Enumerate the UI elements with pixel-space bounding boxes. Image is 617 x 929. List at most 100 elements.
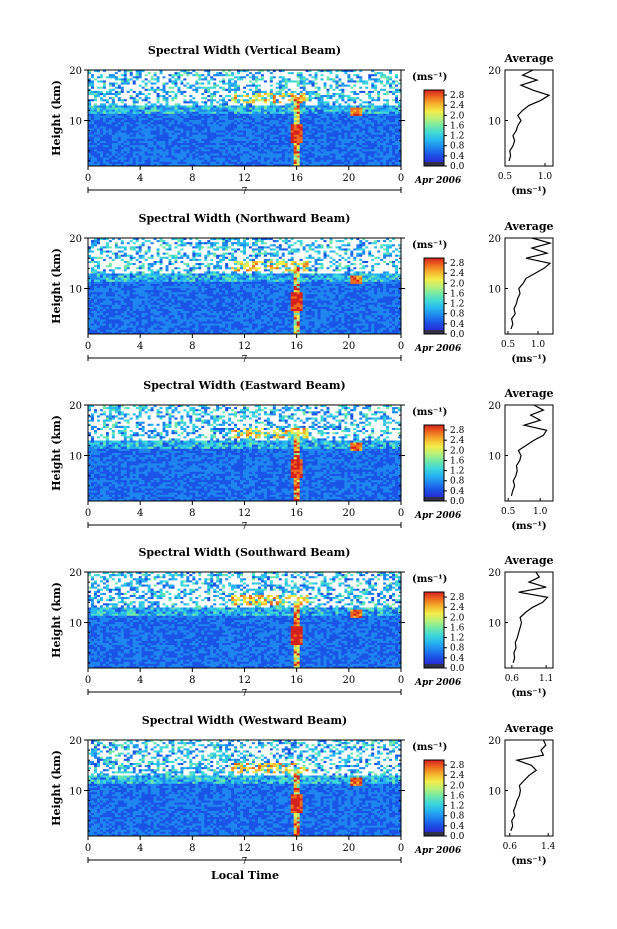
average-y-tick-label: 10: [488, 787, 501, 798]
colorbar-tick-label: 2.4: [450, 101, 465, 111]
average-title: Average: [503, 52, 553, 65]
colorbar: [424, 760, 444, 832]
colorbar-tick-label: 0.4: [450, 320, 465, 330]
x-tick-label: 8: [189, 341, 195, 352]
colorbar-tick-label: 0.8: [450, 142, 465, 152]
y-tick-label: 20: [69, 568, 82, 579]
average-y-tick-label: 20: [488, 234, 501, 245]
average-y-tick-label: 10: [488, 452, 501, 463]
colorbar-tick-label: 2.0: [450, 446, 465, 456]
colorbar-tick-label: 1.2: [450, 467, 464, 477]
x-tick-label: 12: [238, 508, 251, 519]
colorbar: [424, 425, 444, 497]
y-tick-label: 20: [69, 401, 82, 412]
x-tick-label: 12: [238, 843, 251, 854]
y-tick-label: 10: [69, 452, 82, 463]
colorbar-tick-label: 2.8: [450, 91, 465, 101]
panel-0: Spectral Width (Vertical Beam)1020Height…: [50, 44, 554, 197]
average-x-tick-label: 0.5: [498, 172, 513, 182]
x-tick-label: 0: [85, 508, 91, 519]
y-axis-label: Height (km): [50, 248, 63, 324]
colorbar-tick-label: 0.0: [450, 497, 465, 507]
average-x-tick-label: 0.5: [501, 507, 516, 517]
average-title: Average: [503, 554, 553, 567]
colorbar-tick-label: 0.8: [450, 812, 465, 822]
x-tick-label: 16: [290, 341, 303, 352]
colorbar-tick-label: 0.8: [450, 644, 465, 654]
x-tick-label: 4: [137, 843, 143, 854]
colorbar-units: (ms⁻¹): [412, 574, 447, 585]
date-label: Apr 2006: [414, 511, 462, 521]
heatmap-cells: [88, 405, 401, 501]
average-y-tick-label: 20: [488, 736, 501, 747]
heatmap-cells: [88, 238, 401, 334]
colorbar-tick-label: 1.2: [450, 132, 464, 142]
colorbar-tick-label: 1.6: [450, 289, 465, 299]
x-tick-label: 12: [238, 173, 251, 184]
average-title: Average: [503, 220, 553, 233]
panel-title: Spectral Width (Westward Beam): [142, 714, 347, 727]
x-tick-label: 8: [189, 675, 195, 686]
colorbar-tick-label: 0.0: [450, 330, 465, 340]
x-tick-label: 4: [137, 173, 143, 184]
heatmap-cells: [88, 70, 401, 166]
colorbar-tick-label: 2.0: [450, 279, 465, 289]
x-tick-label: 16: [290, 843, 303, 854]
colorbar-tick-label: 2.4: [450, 269, 465, 279]
average-x-label: (ms⁻¹): [511, 521, 546, 532]
x-tick-label: 0: [398, 508, 404, 519]
average-y-tick-label: 10: [488, 285, 501, 296]
day-label: 7: [242, 689, 248, 699]
average-x-label: (ms⁻¹): [511, 688, 546, 699]
x-tick-label: 20: [342, 173, 355, 184]
colorbar-tick-label: 1.6: [450, 791, 465, 801]
x-tick-label: 20: [342, 843, 355, 854]
x-tick-label: 20: [342, 341, 355, 352]
average-title: Average: [503, 387, 553, 400]
average-x-tick-label: 1.1: [539, 674, 553, 684]
colorbar-tick-label: 1.6: [450, 121, 465, 131]
day-label: 7: [242, 522, 248, 532]
colorbar-tick-label: 2.0: [450, 613, 465, 623]
average-x-label: (ms⁻¹): [511, 354, 546, 365]
x-tick-label: 12: [238, 341, 251, 352]
average-x-tick-label: 1.0: [538, 172, 553, 182]
panel-4: Spectral Width (Westward Beam)1020Height…: [50, 714, 556, 867]
date-label: Apr 2006: [414, 846, 462, 856]
colorbar-tick-label: 1.2: [450, 802, 464, 812]
heatmap-cells: [88, 572, 401, 668]
colorbar-tick-label: 2.4: [450, 771, 465, 781]
x-tick-label: 8: [189, 508, 195, 519]
colorbar-tick-label: 2.8: [450, 259, 465, 269]
panel-title: Spectral Width (Northward Beam): [139, 212, 351, 225]
x-tick-label: 0: [398, 173, 404, 184]
x-tick-label: 0: [85, 341, 91, 352]
colorbar-units: (ms⁻¹): [412, 240, 447, 251]
colorbar-tick-label: 1.2: [450, 300, 464, 310]
x-axis-label: Local Time: [211, 869, 279, 882]
panel-3: Spectral Width (Southward Beam)1020Heigh…: [50, 546, 554, 699]
y-axis-label: Height (km): [50, 415, 63, 491]
heatmap-cells: [88, 740, 401, 836]
x-tick-label: 0: [398, 675, 404, 686]
colorbar-tick-label: 2.0: [450, 111, 465, 121]
colorbar-tick-label: 1.6: [450, 623, 465, 633]
average-x-tick-label: 0.5: [501, 340, 516, 350]
colorbar-tick-label: 2.0: [450, 781, 465, 791]
colorbar-tick-label: 0.4: [450, 822, 465, 832]
colorbar-units: (ms⁻¹): [412, 407, 447, 418]
x-tick-label: 4: [137, 675, 143, 686]
x-tick-label: 8: [189, 173, 195, 184]
x-tick-label: 16: [290, 675, 303, 686]
average-frame: [505, 70, 553, 166]
y-axis-label: Height (km): [50, 80, 63, 156]
x-tick-label: 16: [290, 508, 303, 519]
colorbar-tick-label: 2.8: [450, 426, 465, 436]
panel-title: Spectral Width (Southward Beam): [138, 546, 350, 559]
x-tick-label: 20: [342, 675, 355, 686]
colorbar: [424, 592, 444, 664]
average-x-tick-label: 0.6: [505, 674, 520, 684]
colorbar-tick-label: 2.8: [450, 761, 465, 771]
y-tick-label: 10: [69, 619, 82, 630]
day-label: 7: [242, 857, 248, 867]
